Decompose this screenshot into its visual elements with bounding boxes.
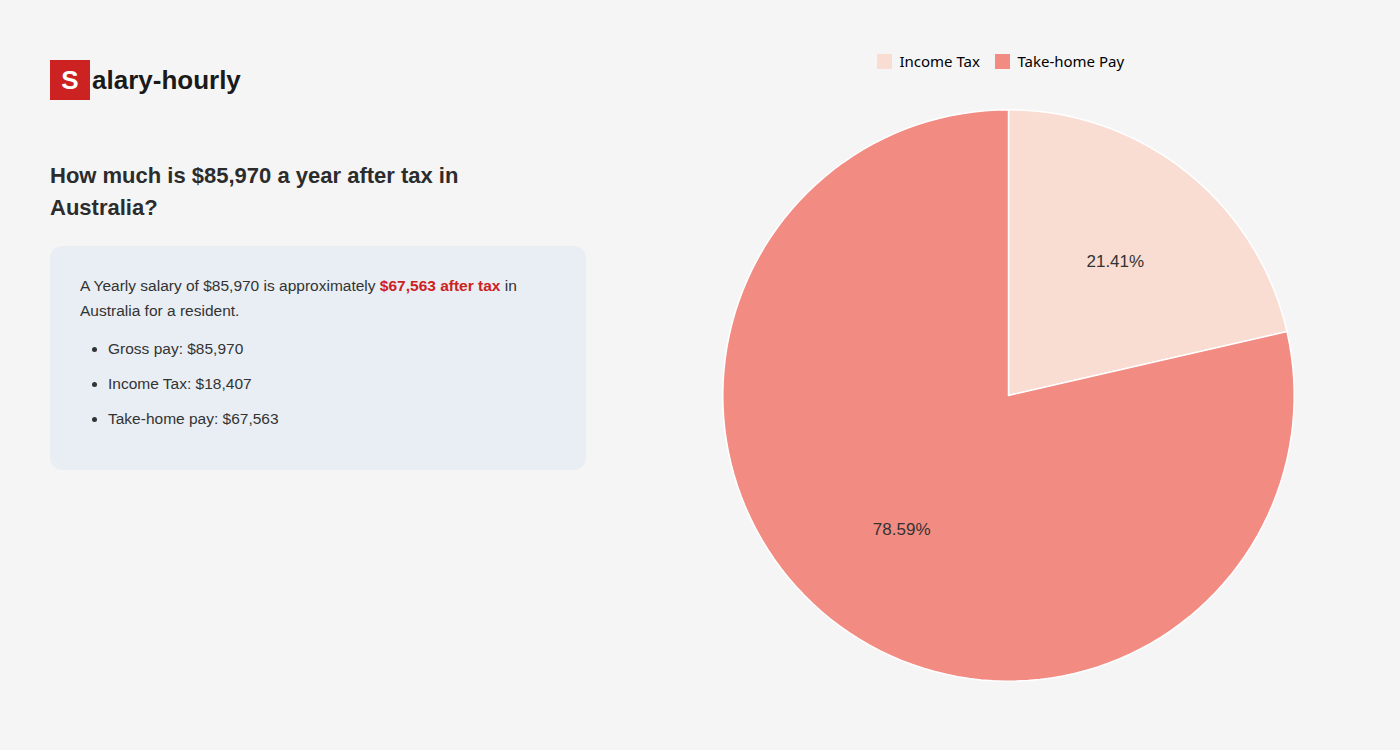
html-text:How much is $85,970 a year aft: How much is $85,970 a year after tax in …	[50, 163, 459, 220]
html-text:Take-home Pay: Take-home Pay	[1017, 51, 1125, 72]
html-text:Income Tax: $18,407: Income Tax: $18,407	[108, 375, 252, 393]
html-text:Income Tax: Income Tax	[899, 51, 980, 72]
html-text:Gross pay: $85,970: Gross pay: $85,970	[108, 340, 244, 358]
svg-text:21.41%: 21.41%	[1086, 252, 1144, 271]
html-text:A Yearly salary of $85,970 is: A Yearly salary of $85,970 is approximat…	[80, 276, 517, 294]
html-text:Take-home pay: $67,563: Take-home pay: $67,563	[108, 410, 279, 427]
html-text:Australia for a resident.: Australia for a resident.	[80, 301, 240, 319]
html-text:S: S	[61, 65, 79, 95]
svg-text:78.59%: 78.59%	[873, 520, 931, 539]
html-text:alary-hourly: alary-hourly	[92, 64, 241, 95]
